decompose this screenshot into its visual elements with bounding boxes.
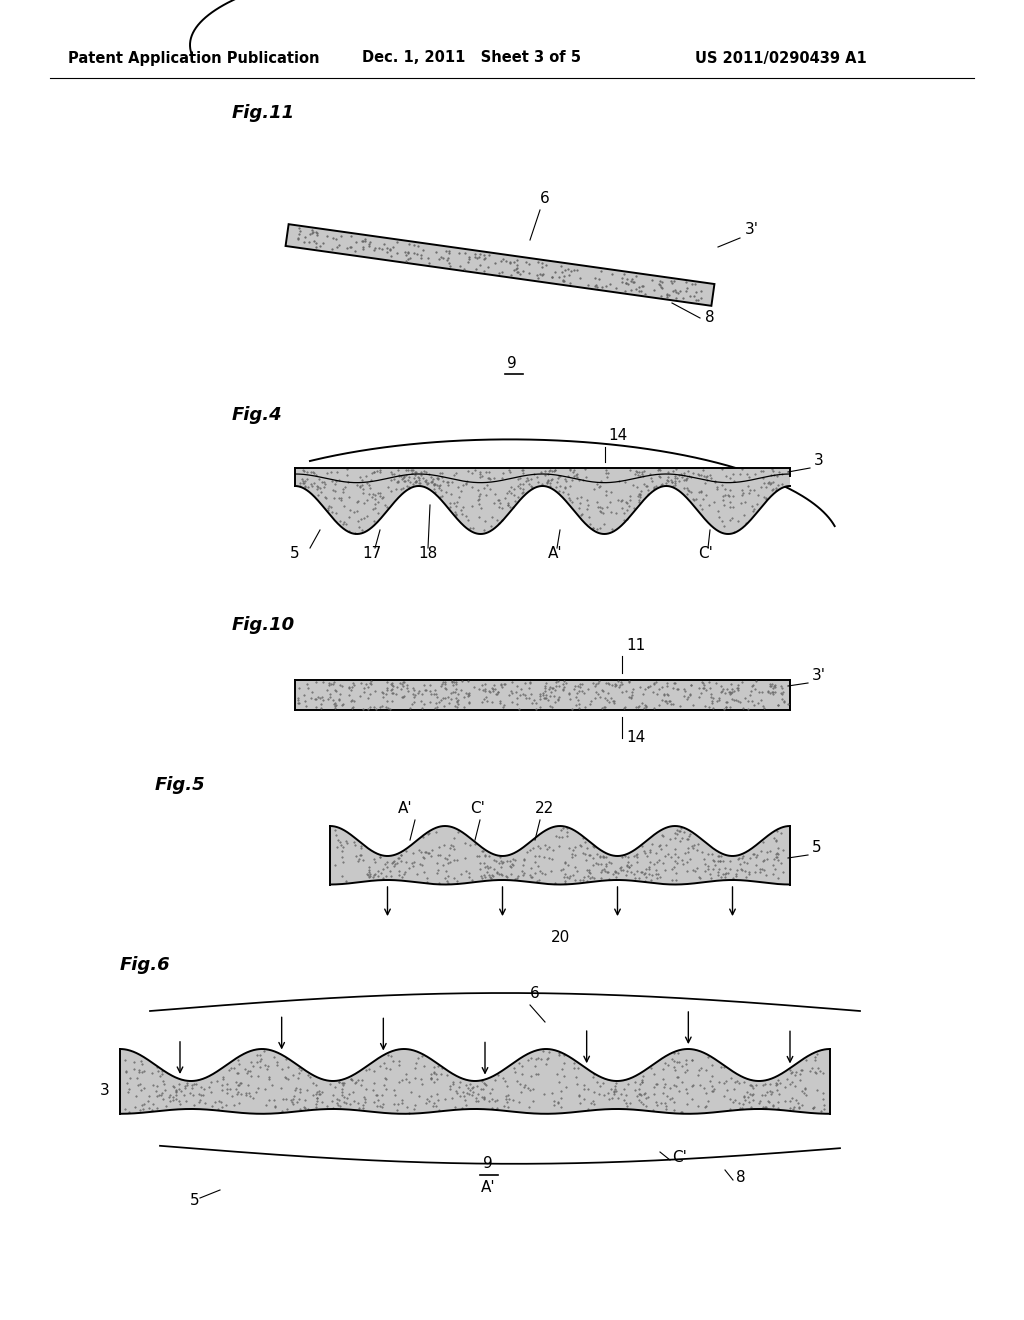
Text: 22: 22 [536, 801, 555, 816]
Text: 3: 3 [814, 453, 823, 469]
Polygon shape [286, 224, 715, 306]
Text: 18: 18 [419, 546, 437, 561]
Polygon shape [295, 469, 790, 535]
Text: C': C' [698, 546, 714, 561]
Text: 5: 5 [290, 546, 300, 561]
Text: 9: 9 [483, 1156, 493, 1171]
Text: 3: 3 [100, 1082, 110, 1098]
Text: 3': 3' [745, 222, 759, 238]
Text: 6: 6 [530, 986, 540, 1001]
Text: 11: 11 [626, 638, 645, 653]
Text: 20: 20 [550, 931, 569, 945]
Text: 6: 6 [540, 191, 550, 206]
Text: A': A' [397, 801, 413, 816]
Text: Fig.4: Fig.4 [232, 407, 283, 424]
Text: Fig.10: Fig.10 [232, 616, 295, 634]
Text: 14: 14 [626, 730, 645, 744]
Text: 17: 17 [362, 546, 382, 561]
Text: Dec. 1, 2011   Sheet 3 of 5: Dec. 1, 2011 Sheet 3 of 5 [362, 50, 581, 66]
Text: Fig.5: Fig.5 [155, 776, 206, 795]
Text: Fig.6: Fig.6 [120, 956, 171, 974]
Text: Fig.11: Fig.11 [232, 104, 295, 121]
Text: Patent Application Publication: Patent Application Publication [68, 50, 319, 66]
Text: 8: 8 [705, 310, 715, 325]
Text: 8: 8 [736, 1170, 745, 1185]
Text: 3': 3' [812, 668, 826, 682]
Text: 5: 5 [190, 1193, 200, 1208]
Text: US 2011/0290439 A1: US 2011/0290439 A1 [695, 50, 866, 66]
Text: A': A' [548, 546, 562, 561]
Text: 5: 5 [812, 840, 821, 855]
Polygon shape [330, 826, 790, 884]
Text: A': A' [480, 1180, 496, 1195]
Text: C': C' [672, 1150, 687, 1166]
Polygon shape [120, 1049, 830, 1114]
Text: 14: 14 [608, 428, 628, 444]
Text: C': C' [471, 801, 485, 816]
Polygon shape [295, 680, 790, 710]
Text: 9: 9 [507, 356, 517, 371]
